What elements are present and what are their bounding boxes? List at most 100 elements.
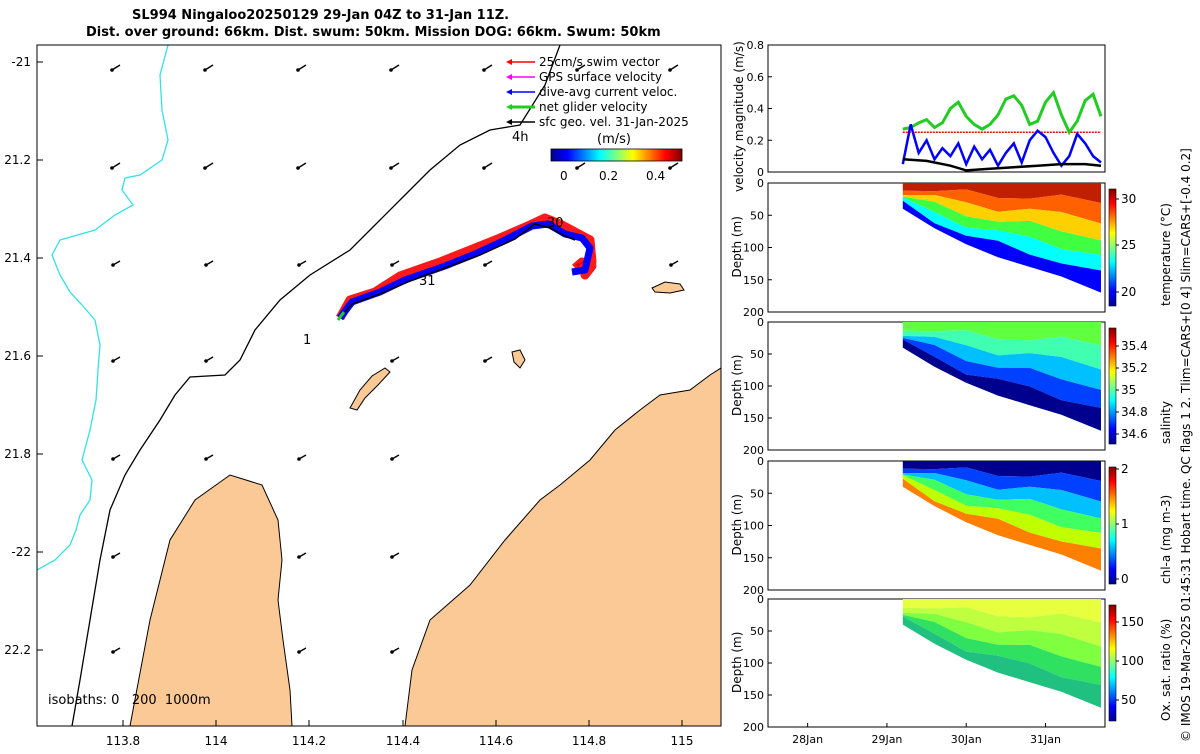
current-arrow-head: [111, 555, 115, 559]
map-ytick-label: 22.2: [4, 643, 31, 657]
current-arrow-head: [111, 650, 115, 654]
section-ylabel: Depth (m): [730, 355, 744, 416]
section-ytick-label: 100: [743, 657, 764, 670]
current-arrow-head: [203, 68, 207, 72]
cbar-tick-label: 35: [1121, 383, 1136, 397]
current-arrow-head: [575, 68, 579, 72]
section-ytick-label: 100: [743, 520, 764, 533]
section-band: [902, 461, 1101, 481]
map-y-ticks: -21 21.2 21.4 21.6 21.8 -22 22.2: [4, 55, 43, 657]
section-band: [902, 599, 1101, 623]
legend-net-glider-velocity: net glider velocity: [539, 100, 647, 114]
section-ytick-label: 200: [743, 721, 764, 734]
current-arrow-head: [483, 263, 487, 267]
cbar-tick-label: 25: [1121, 238, 1136, 252]
current-arrow-head: [111, 359, 115, 363]
section-band: [902, 614, 1101, 685]
section-band: [902, 607, 1101, 647]
section-ytick-label: 100: [743, 380, 764, 393]
section-band: [902, 183, 1101, 203]
day-label-30: 30: [547, 216, 564, 231]
section-colorbar: [1108, 327, 1117, 445]
current-arrow-head: [297, 555, 301, 559]
map-colorbar: (m/s) 0 0.2 0.4: [550, 132, 683, 183]
velocity-ylabel: velocity magnitude (m/s): [732, 41, 746, 192]
current-arrow-head: [668, 166, 672, 170]
current-arrow-head: [111, 457, 115, 461]
section-band: [902, 330, 1101, 370]
current-arrow-head: [389, 68, 393, 72]
current-arrow-head: [390, 263, 394, 267]
section-band: [902, 196, 1101, 255]
map-xtick-label: 115: [671, 734, 694, 748]
section-ytick-label: 150: [743, 689, 764, 702]
current-arrow-head: [390, 457, 394, 461]
day-label-4h: 4h: [512, 130, 529, 145]
current-arrow-head: [204, 359, 208, 363]
current-arrow-head: [296, 166, 300, 170]
section-ytick-label: 200: [743, 444, 764, 457]
section-colorbar: [1108, 604, 1117, 722]
current-arrow-head: [482, 166, 486, 170]
section-band: [902, 335, 1101, 390]
section-ytick-label: 150: [743, 412, 764, 425]
current-arrow-head: [203, 166, 207, 170]
current-arrow-head: [389, 166, 393, 170]
section-ylabel: Depth (m): [730, 632, 744, 693]
cbar-tick-label: 35.4: [1121, 339, 1148, 353]
current-arrow-head: [390, 555, 394, 559]
time-tick-label: 28Jan: [792, 733, 823, 746]
isobath-1000m: [37, 45, 169, 571]
cbar-tick-label: 150: [1121, 615, 1144, 629]
map-cbar-tick-0: 0: [560, 169, 568, 183]
map-ytick-label: 21.8: [4, 447, 31, 461]
section-band: [902, 195, 1101, 241]
section-ytick-label: 150: [743, 552, 764, 565]
velocity-ytick-label: 0.6: [747, 71, 765, 84]
section-ytick-label: 150: [743, 274, 764, 287]
cbar-tick-label: 35.2: [1121, 361, 1148, 375]
section-ytick-label: 50: [750, 625, 764, 638]
legend-dive-avg-current: dive-avg current veloc.: [539, 85, 677, 99]
map-xtick-label: 114: [205, 734, 228, 748]
map-cbar-tick-1: 0.2: [599, 169, 618, 183]
chart-title-line2: Dist. over ground: 66km. Dist. swum: 50k…: [86, 25, 661, 40]
section-band: [902, 616, 1101, 708]
current-arrow-head: [204, 263, 208, 267]
section-ytick-label: 200: [743, 306, 764, 319]
cbar-tick-label: 20: [1121, 285, 1136, 299]
velocity-ytick-label: 0.8: [747, 39, 765, 52]
section-ytick-label: 0: [757, 177, 764, 190]
section-ytick-label: 50: [750, 487, 764, 500]
cbar-tick-label: 2: [1121, 462, 1129, 476]
section-band: [902, 474, 1101, 533]
section-colorbar: [1108, 466, 1117, 585]
time-tick-label: 29Jan: [871, 733, 902, 746]
map-ytick-label: -22: [11, 545, 31, 559]
chart-title-line1: SL994 Ningaloo20250129 29-Jan 04Z to 31-…: [132, 8, 510, 23]
cbar-tick-label: 30: [1121, 192, 1136, 206]
time-tick-label: 31Jan: [1030, 733, 1061, 746]
section-band: [902, 339, 1101, 431]
cbar-tick-label: 100: [1121, 654, 1144, 668]
current-arrow-head: [110, 68, 114, 72]
map-xtick-label: 114.6: [479, 734, 513, 748]
section-ytick-label: 0: [757, 316, 764, 329]
section-band: [902, 467, 1101, 502]
current-arrow-head: [483, 359, 487, 363]
map-ytick-label: -21: [11, 55, 31, 69]
cbar-tick-label: 50: [1121, 693, 1136, 707]
velocity-ytick-label: 0: [757, 166, 764, 179]
land-peninsula: [129, 474, 293, 726]
section-band: [902, 612, 1101, 667]
island-small: [511, 349, 526, 369]
current-arrow-head: [482, 68, 486, 72]
day-label-1: 1: [303, 333, 311, 348]
isobath-200m: [71, 45, 561, 726]
current-arrow-head: [296, 68, 300, 72]
section-panel-chla: 0 50 100 150 200 Depth (m) 2 1 0 chl-a (mg m-3): [730, 455, 1173, 597]
section-cbar-label: temperature (°C): [1159, 203, 1173, 306]
cbar-tick-label: 1: [1121, 517, 1129, 531]
